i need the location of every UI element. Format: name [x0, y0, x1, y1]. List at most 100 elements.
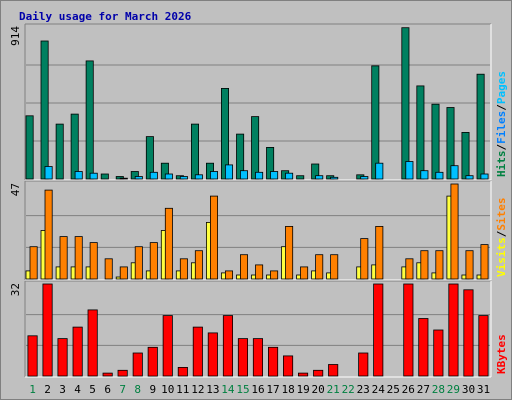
bar-kbytes-day-18	[282, 355, 294, 377]
bar-hits-day-6	[100, 173, 109, 180]
bar-kbytes-day-29	[448, 283, 459, 377]
bar-kbytes-day-12	[192, 326, 203, 377]
bar-pages-day-21	[330, 176, 339, 180]
bar-sites-day-23	[360, 238, 369, 280]
bar-kbytes-day-6	[102, 372, 113, 377]
bar-sites-day-10	[164, 207, 173, 280]
bar-sites-day-26	[405, 258, 414, 280]
y-max-label-visits: 47	[9, 183, 22, 196]
x-tick-day-20: 20	[311, 383, 324, 396]
bar-pages-day-10	[164, 173, 173, 180]
x-tick-day-3: 3	[59, 383, 66, 396]
bar-pages-day-24	[375, 162, 384, 180]
bar-pages-day-27	[420, 170, 429, 180]
bar-kbytes-day-7	[117, 369, 128, 377]
bar-kbytes-day-4	[72, 326, 83, 377]
x-tick-day-13: 13	[206, 383, 219, 396]
bar-pages-day-16	[255, 171, 264, 180]
bar-sites-day-9	[149, 242, 158, 280]
bar-sites-day-4	[74, 236, 83, 280]
bar-pages-day-11	[179, 176, 188, 180]
bar-hits-day-2	[40, 40, 49, 180]
x-tick-day-29: 29	[447, 383, 460, 396]
bar-kbytes-day-26	[403, 283, 414, 377]
bar-sites-day-24	[375, 225, 384, 280]
x-tick-day-2: 2	[44, 383, 51, 396]
bar-pages-day-14	[224, 164, 233, 180]
bar-sites-day-3	[59, 236, 68, 280]
bar-pages-day-17	[270, 171, 279, 180]
bar-sites-day-31	[480, 244, 489, 280]
y-max-label-kbytes: 32	[9, 283, 22, 296]
x-tick-day-14: 14	[221, 383, 235, 396]
x-tick-day-17: 17	[266, 383, 279, 396]
bar-hits-day-12	[190, 123, 199, 180]
x-tick-day-8: 8	[134, 383, 141, 396]
bar-pages-day-9	[149, 171, 158, 180]
bar-kbytes-day-14	[222, 315, 234, 377]
bar-sites-day-29	[450, 183, 459, 280]
x-tick-day-1: 1	[29, 383, 36, 396]
bar-pages-day-5	[89, 172, 98, 180]
bar-sites-day-12	[194, 250, 203, 280]
bar-sites-day-8	[134, 246, 143, 280]
bar-pages-day-13	[209, 171, 218, 180]
bar-pages-day-2	[44, 166, 53, 180]
bar-kbytes-day-31	[478, 315, 489, 377]
bar-sites-day-20	[315, 254, 324, 280]
bar-sites-day-11	[179, 258, 188, 280]
x-tick-day-5: 5	[89, 383, 96, 396]
bar-kbytes-day-13	[207, 332, 218, 377]
x-tick-day-6: 6	[104, 383, 111, 396]
bar-pages-day-30	[465, 175, 474, 180]
bar-sites-day-17	[270, 270, 279, 280]
bar-pages-day-15	[239, 170, 248, 180]
bar-kbytes-day-20	[313, 369, 324, 377]
bar-kbytes-day-1	[27, 335, 38, 377]
bar-kbytes-day-11	[177, 366, 188, 377]
bar-sites-day-27	[420, 250, 429, 280]
bar-hits-day-28	[431, 103, 440, 180]
bar-sites-day-5	[89, 242, 98, 280]
bar-sites-day-7	[119, 266, 128, 280]
x-tick-day-12: 12	[191, 383, 204, 396]
bar-pages-day-18	[285, 172, 294, 180]
series-legend-visits: Visits/Sites	[495, 198, 508, 278]
bar-sites-day-18	[285, 225, 294, 280]
bar-kbytes-day-2	[42, 283, 53, 377]
legend-label: /	[495, 144, 508, 151]
bar-sites-day-15	[239, 254, 248, 280]
x-tick-day-28: 28	[432, 383, 445, 396]
x-tick-day-21: 21	[327, 383, 340, 396]
bar-pages-day-7	[119, 177, 128, 180]
bar-pages-day-29	[450, 165, 459, 180]
legend-label: Sites	[495, 198, 508, 231]
bar-sites-day-19	[300, 266, 309, 280]
legend-label: Visits	[495, 237, 508, 277]
bar-pages-day-8	[134, 176, 143, 180]
legend-label: Hits	[495, 151, 508, 178]
bar-kbytes-day-9	[147, 346, 158, 377]
bar-kbytes-day-17	[267, 346, 279, 377]
bar-kbytes-day-3	[57, 338, 68, 377]
bar-pages-day-4	[74, 171, 83, 180]
x-tick-day-7: 7	[119, 383, 126, 396]
x-tick-day-25: 25	[387, 383, 400, 396]
bar-pages-day-20	[315, 175, 324, 180]
bar-kbytes-day-8	[132, 352, 143, 377]
x-tick-day-30: 30	[462, 383, 475, 396]
bar-hits-day-5	[85, 60, 94, 180]
bar-hits-day-1	[25, 115, 34, 180]
bar-hits-day-26	[401, 27, 410, 180]
x-tick-day-19: 19	[296, 383, 309, 396]
bar-pages-day-23	[360, 176, 369, 180]
bar-sites-day-13	[209, 195, 218, 280]
bar-kbytes-day-16	[252, 338, 264, 377]
bar-hits-day-19	[296, 175, 305, 180]
bar-sites-day-16	[255, 264, 264, 280]
bar-pages-day-28	[435, 171, 444, 180]
bar-hits-day-4	[70, 113, 79, 180]
bar-pages-day-12	[194, 174, 203, 180]
series-legend-kbytes: KBytes	[495, 334, 508, 374]
